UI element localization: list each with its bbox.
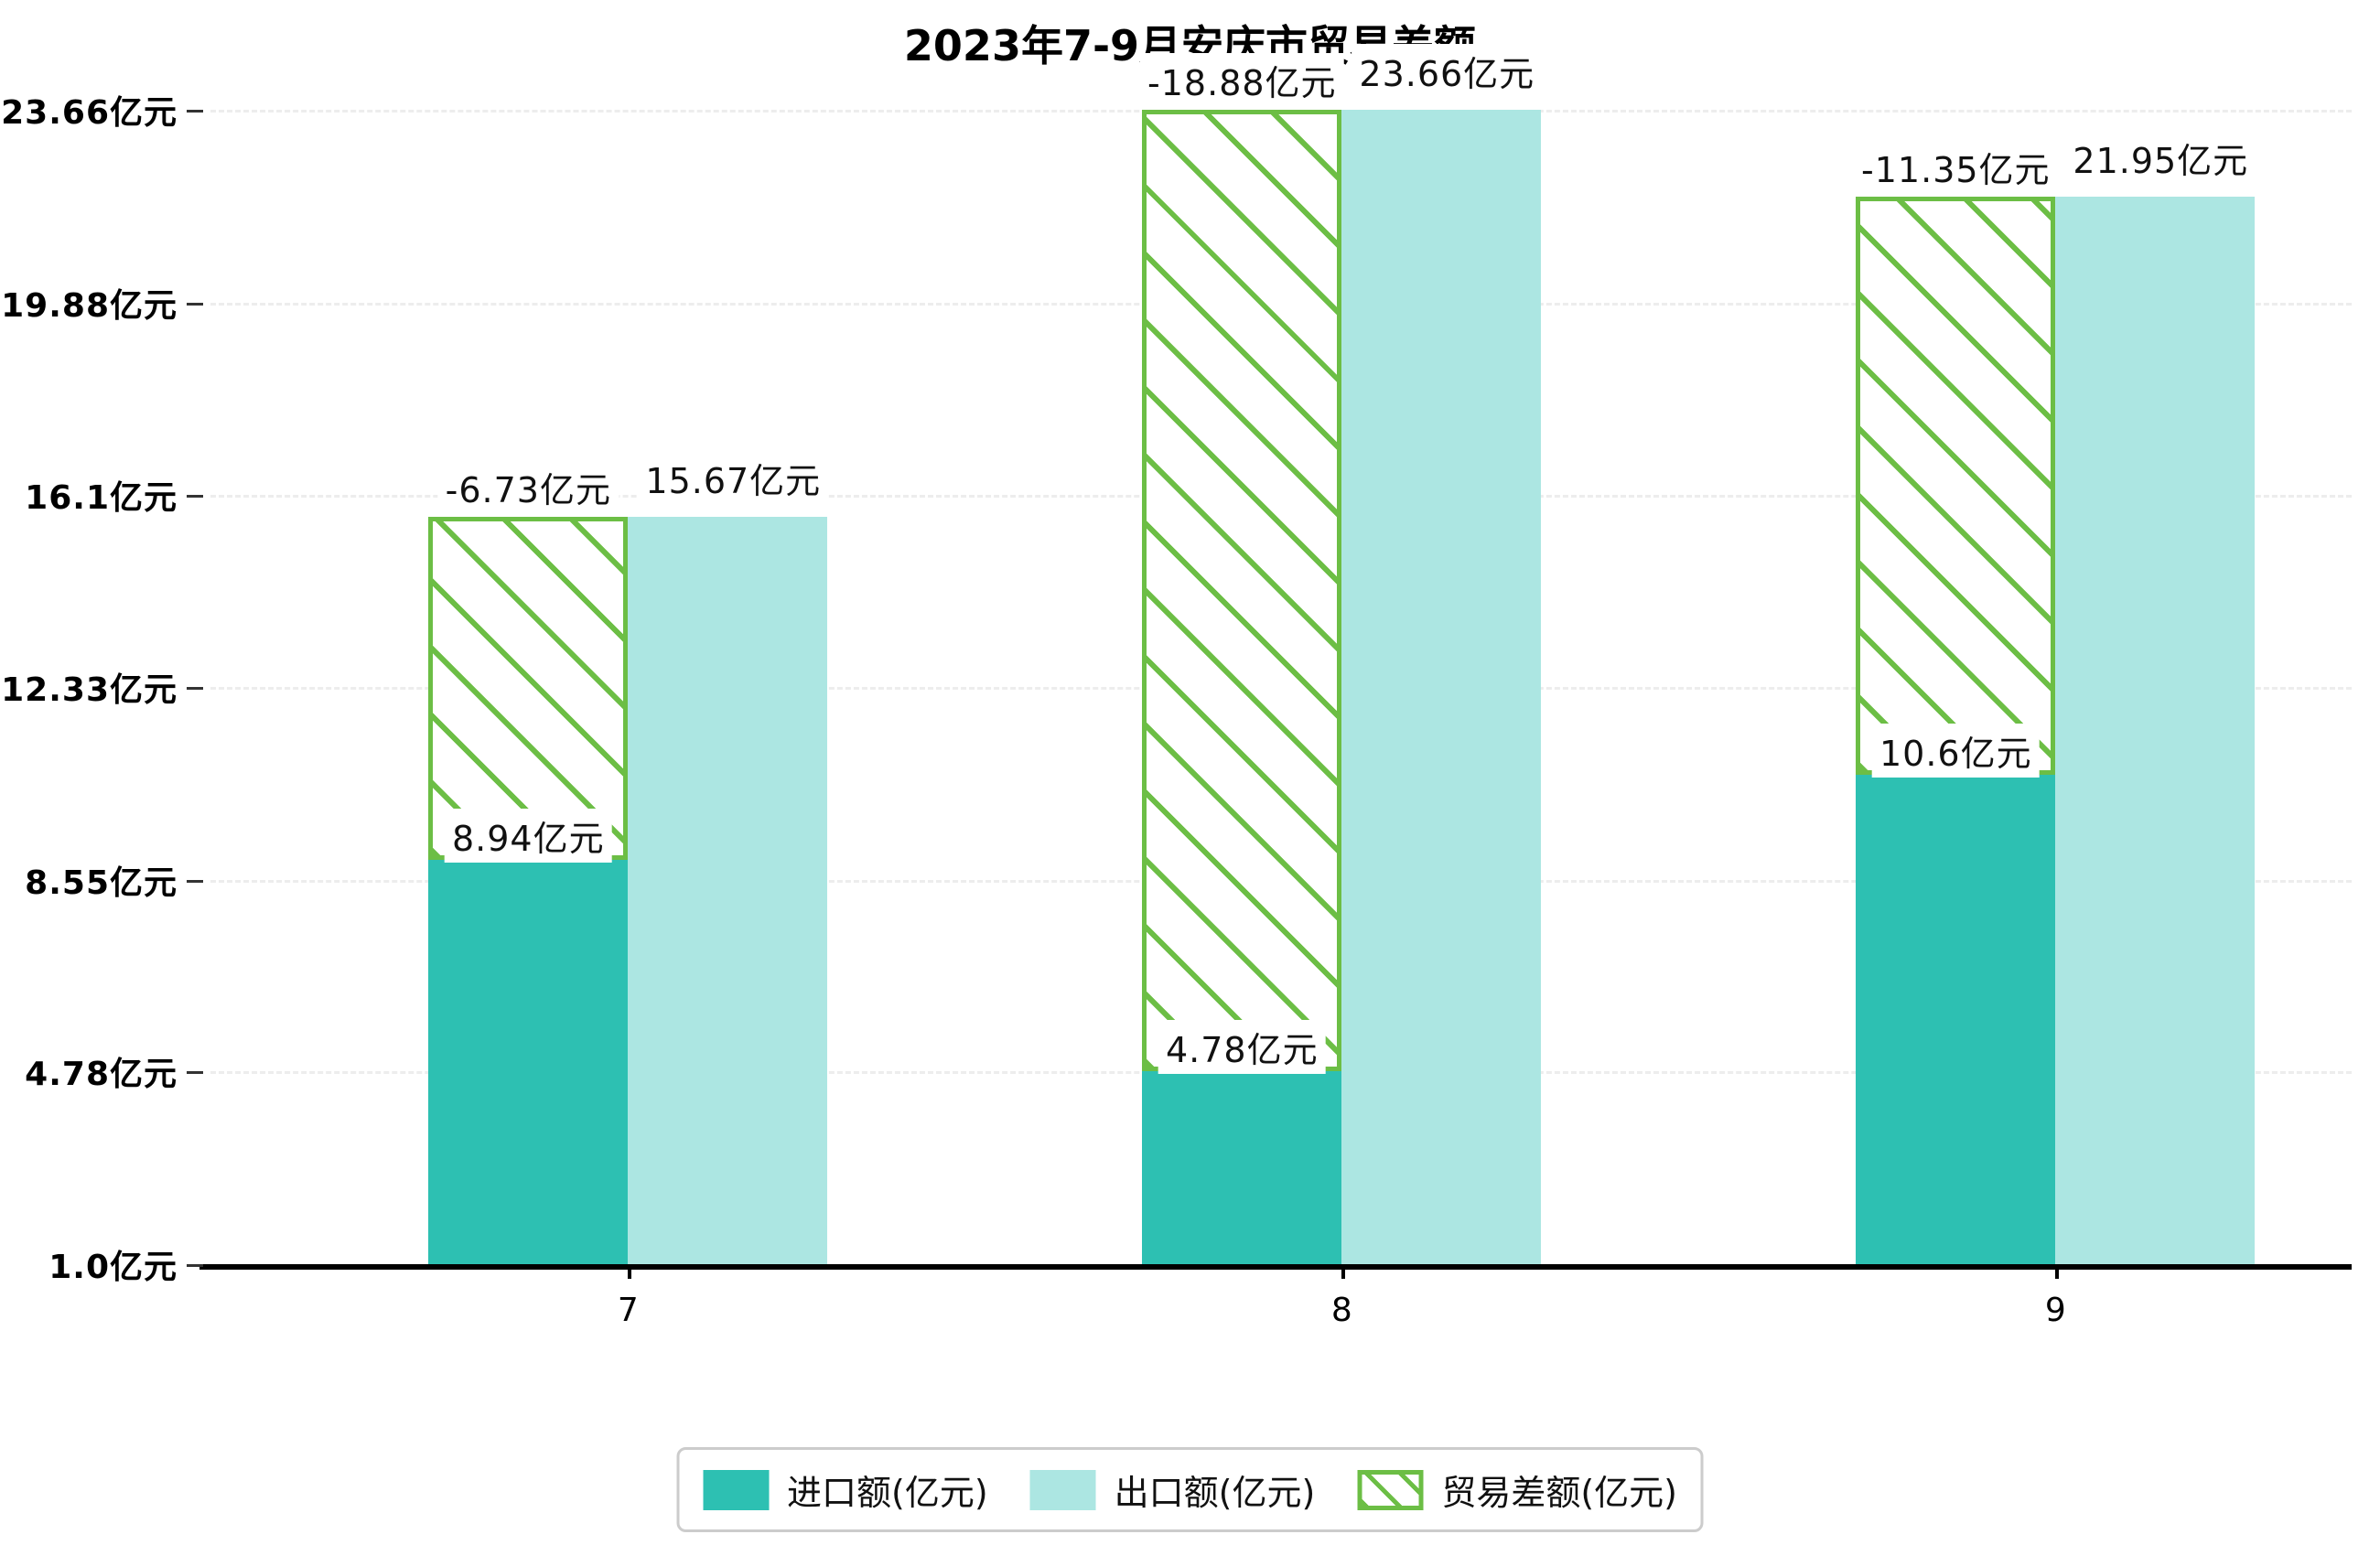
balance-swatch-icon bbox=[1357, 1469, 1424, 1510]
bar-import[interactable] bbox=[1142, 1071, 1342, 1264]
import-swatch-icon bbox=[703, 1469, 770, 1510]
y-tick-mark bbox=[187, 879, 203, 883]
y-tick-label: 12.33亿元 bbox=[1, 671, 178, 709]
bar-label-import: 8.94亿元 bbox=[444, 808, 612, 863]
bar-label-balance: -6.73亿元 bbox=[437, 459, 619, 514]
bar-label-export: 21.95亿元 bbox=[2065, 131, 2256, 186]
y-tick-mark bbox=[187, 495, 203, 499]
bar-trade-balance[interactable] bbox=[428, 516, 629, 860]
y-tick-mark bbox=[187, 1071, 203, 1075]
y-tick-label: 19.88亿元 bbox=[1, 286, 178, 325]
bar-trade-balance[interactable] bbox=[1856, 197, 2056, 776]
chart-legend: 进口额(亿元) 出口额(亿元) 贸易差额(亿元) bbox=[676, 1447, 1704, 1532]
bar-import[interactable] bbox=[428, 859, 629, 1264]
legend-item-export[interactable]: 出口额(亿元) bbox=[1029, 1465, 1316, 1515]
bar-label-balance: -18.88亿元 bbox=[1140, 53, 1344, 107]
x-tick-label: 9 bbox=[2044, 1292, 2066, 1329]
bar-import[interactable] bbox=[1856, 775, 2056, 1264]
y-tick-mark bbox=[187, 110, 203, 113]
x-tick-label: 8 bbox=[1330, 1292, 1352, 1329]
legend-item-balance[interactable]: 贸易差额(亿元) bbox=[1357, 1465, 1677, 1515]
x-tick-mark bbox=[1341, 1264, 1346, 1279]
legend-item-import[interactable]: 进口额(亿元) bbox=[703, 1465, 988, 1515]
bar-export[interactable] bbox=[2055, 197, 2256, 1264]
y-tick-label: 16.1亿元 bbox=[25, 479, 178, 518]
bar-label-import: 4.78亿元 bbox=[1158, 1020, 1326, 1075]
y-tick-label: 8.55亿元 bbox=[25, 864, 178, 902]
x-tick-mark bbox=[2055, 1264, 2060, 1279]
plot-area: 23.66亿元 19.88亿元 16.1亿元 12.33亿元 8.55亿元 4.78亿元 1… bbox=[1, 44, 2352, 1329]
x-axis-line bbox=[199, 1264, 2352, 1270]
x-tick-label: 7 bbox=[617, 1292, 639, 1329]
bar-label-export: 15.67亿元 bbox=[638, 450, 829, 505]
y-tick-mark bbox=[187, 687, 203, 690]
legend-label-import: 进口额(亿元) bbox=[787, 1473, 988, 1513]
x-tick-mark bbox=[628, 1264, 632, 1279]
y-tick-mark bbox=[187, 1264, 203, 1267]
y-tick-label: 1.0亿元 bbox=[48, 1249, 178, 1286]
bar-label-import: 10.6亿元 bbox=[1871, 724, 2040, 778]
y-tick-mark bbox=[187, 302, 203, 306]
bar-export[interactable] bbox=[1341, 110, 1542, 1264]
bar-label-export: 23.66亿元 bbox=[1352, 44, 1543, 98]
y-tick-label: 4.78亿元 bbox=[25, 1056, 178, 1094]
bar-label-balance: -11.35亿元 bbox=[1854, 140, 2058, 195]
bar-trade-balance[interactable] bbox=[1142, 110, 1342, 1072]
export-swatch-icon bbox=[1029, 1469, 1096, 1510]
y-tick-label: 23.66亿元 bbox=[1, 94, 178, 132]
legend-label-balance: 贸易差额(亿元) bbox=[1441, 1473, 1677, 1513]
legend-label-export: 出口额(亿元) bbox=[1114, 1473, 1316, 1513]
bar-export[interactable] bbox=[628, 516, 828, 1264]
